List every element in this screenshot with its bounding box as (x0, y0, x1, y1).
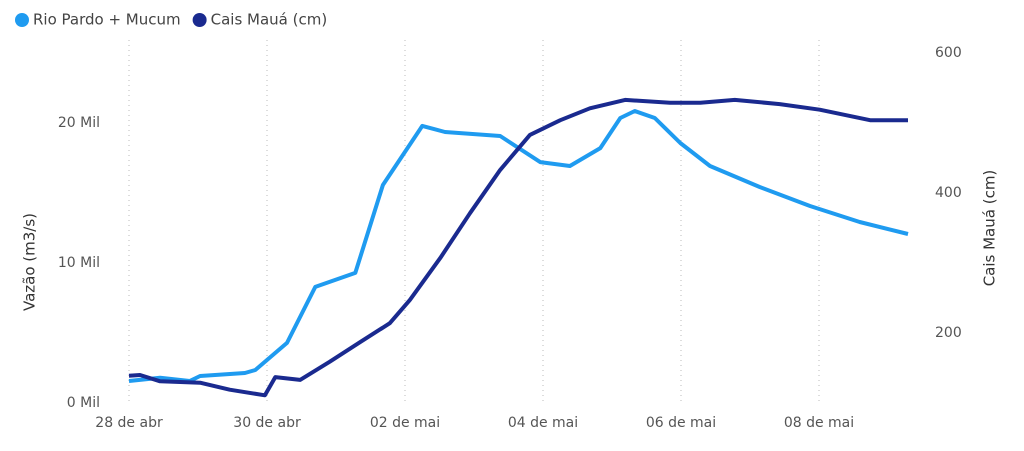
x-tick-label: 02 de mai (370, 415, 440, 431)
chart: Vazão (m3/s) Cais Mauá (cm) 28 de abr 30 … (0, 0, 1024, 447)
legend-label[interactable]: Rio Pardo + Mucum (33, 11, 181, 29)
x-tick-label: 06 de mai (646, 415, 716, 431)
x-tick-label: 28 de abr (95, 415, 163, 431)
legend-marker[interactable] (15, 13, 29, 27)
legend-marker[interactable] (193, 13, 207, 27)
y2-tick-label: 200 (935, 325, 962, 341)
y-tick-label: 0 Mil (67, 395, 100, 411)
y-axis-label: Vazão (m3/s) (21, 213, 39, 311)
y2-tick-label: 600 (935, 45, 962, 61)
legend-label[interactable]: Cais Mauá (cm) (211, 11, 328, 29)
y2-tick-label: 400 (935, 185, 962, 201)
series-line (129, 111, 908, 381)
x-tick-label: 04 de mai (508, 415, 578, 431)
y-tick-label: 10 Mil (58, 255, 100, 271)
y-tick-label: 20 Mil (58, 115, 100, 131)
y2-axis-label: Cais Mauá (cm) (981, 170, 999, 287)
x-tick-label: 30 de abr (233, 415, 301, 431)
series-line (129, 100, 908, 395)
x-tick-label: 08 de mai (784, 415, 854, 431)
